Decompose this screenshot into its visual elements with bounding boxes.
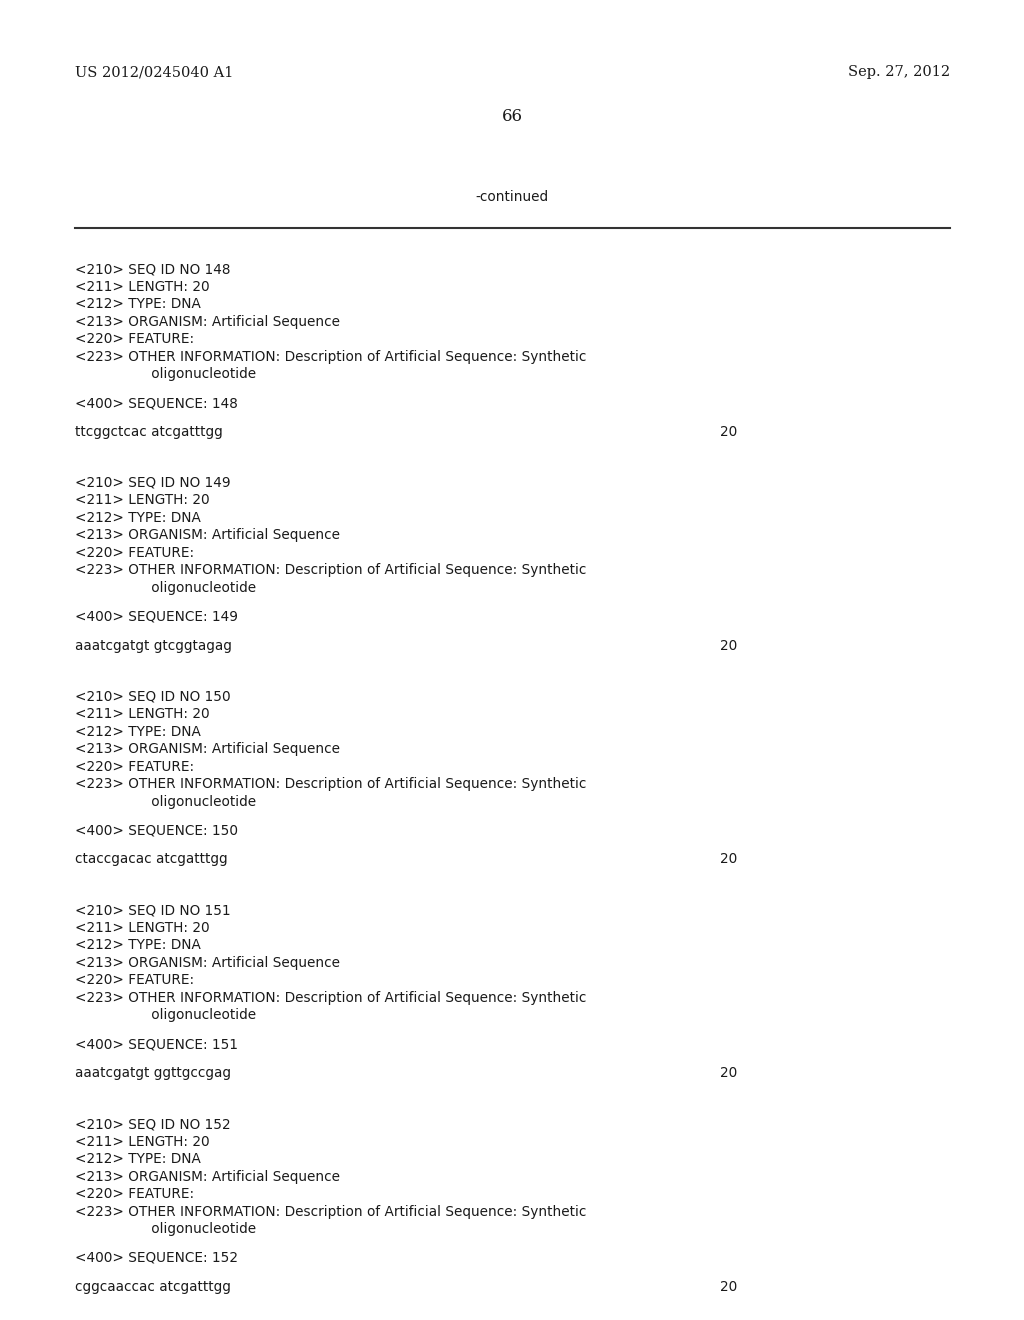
Text: <223> OTHER INFORMATION: Description of Artificial Sequence: Synthetic: <223> OTHER INFORMATION: Description of …	[75, 991, 587, 1005]
Text: 66: 66	[502, 108, 522, 125]
Text: aaatcgatgt gtcggtagag: aaatcgatgt gtcggtagag	[75, 639, 231, 652]
Text: <211> LENGTH: 20: <211> LENGTH: 20	[75, 708, 210, 721]
Text: <213> ORGANISM: Artificial Sequence: <213> ORGANISM: Artificial Sequence	[75, 956, 340, 970]
Text: <220> FEATURE:: <220> FEATURE:	[75, 759, 195, 774]
Text: Sep. 27, 2012: Sep. 27, 2012	[848, 65, 950, 79]
Text: oligonucleotide: oligonucleotide	[125, 581, 256, 595]
Text: <220> FEATURE:: <220> FEATURE:	[75, 1187, 195, 1201]
Text: 20: 20	[720, 853, 737, 866]
Text: <223> OTHER INFORMATION: Description of Artificial Sequence: Synthetic: <223> OTHER INFORMATION: Description of …	[75, 564, 587, 577]
Text: 20: 20	[720, 639, 737, 652]
Text: 20: 20	[720, 1067, 737, 1080]
Text: <400> SEQUENCE: 151: <400> SEQUENCE: 151	[75, 1038, 238, 1051]
Text: <400> SEQUENCE: 152: <400> SEQUENCE: 152	[75, 1251, 238, 1265]
Text: oligonucleotide: oligonucleotide	[125, 367, 256, 381]
Text: <400> SEQUENCE: 148: <400> SEQUENCE: 148	[75, 396, 238, 411]
Text: <213> ORGANISM: Artificial Sequence: <213> ORGANISM: Artificial Sequence	[75, 742, 340, 756]
Text: <212> TYPE: DNA: <212> TYPE: DNA	[75, 297, 201, 312]
Text: <223> OTHER INFORMATION: Description of Artificial Sequence: Synthetic: <223> OTHER INFORMATION: Description of …	[75, 350, 587, 364]
Text: <220> FEATURE:: <220> FEATURE:	[75, 973, 195, 987]
Text: <400> SEQUENCE: 149: <400> SEQUENCE: 149	[75, 610, 238, 624]
Text: <211> LENGTH: 20: <211> LENGTH: 20	[75, 494, 210, 507]
Text: <210> SEQ ID NO 149: <210> SEQ ID NO 149	[75, 477, 230, 490]
Text: <400> SEQUENCE: 150: <400> SEQUENCE: 150	[75, 824, 238, 837]
Text: US 2012/0245040 A1: US 2012/0245040 A1	[75, 65, 233, 79]
Text: <212> TYPE: DNA: <212> TYPE: DNA	[75, 725, 201, 739]
Text: <210> SEQ ID NO 151: <210> SEQ ID NO 151	[75, 903, 230, 917]
Text: <212> TYPE: DNA: <212> TYPE: DNA	[75, 511, 201, 525]
Text: cggcaaccac atcgatttgg: cggcaaccac atcgatttgg	[75, 1280, 230, 1294]
Text: <212> TYPE: DNA: <212> TYPE: DNA	[75, 939, 201, 952]
Text: <220> FEATURE:: <220> FEATURE:	[75, 333, 195, 346]
Text: <223> OTHER INFORMATION: Description of Artificial Sequence: Synthetic: <223> OTHER INFORMATION: Description of …	[75, 777, 587, 791]
Text: aaatcgatgt ggttgccgag: aaatcgatgt ggttgccgag	[75, 1067, 231, 1080]
Text: 20: 20	[720, 425, 737, 440]
Text: <213> ORGANISM: Artificial Sequence: <213> ORGANISM: Artificial Sequence	[75, 528, 340, 543]
Text: oligonucleotide: oligonucleotide	[125, 795, 256, 809]
Text: 20: 20	[720, 1280, 737, 1294]
Text: <211> LENGTH: 20: <211> LENGTH: 20	[75, 1134, 210, 1148]
Text: <211> LENGTH: 20: <211> LENGTH: 20	[75, 280, 210, 294]
Text: -continued: -continued	[475, 190, 549, 205]
Text: <212> TYPE: DNA: <212> TYPE: DNA	[75, 1152, 201, 1166]
Text: <220> FEATURE:: <220> FEATURE:	[75, 546, 195, 560]
Text: <210> SEQ ID NO 148: <210> SEQ ID NO 148	[75, 263, 230, 276]
Text: oligonucleotide: oligonucleotide	[125, 1008, 256, 1022]
Text: <213> ORGANISM: Artificial Sequence: <213> ORGANISM: Artificial Sequence	[75, 1170, 340, 1184]
Text: ttcggctcac atcgatttgg: ttcggctcac atcgatttgg	[75, 425, 223, 440]
Text: <213> ORGANISM: Artificial Sequence: <213> ORGANISM: Artificial Sequence	[75, 314, 340, 329]
Text: <211> LENGTH: 20: <211> LENGTH: 20	[75, 921, 210, 935]
Text: oligonucleotide: oligonucleotide	[125, 1222, 256, 1236]
Text: <210> SEQ ID NO 152: <210> SEQ ID NO 152	[75, 1117, 230, 1131]
Text: <223> OTHER INFORMATION: Description of Artificial Sequence: Synthetic: <223> OTHER INFORMATION: Description of …	[75, 1205, 587, 1218]
Text: ctaccgacac atcgatttgg: ctaccgacac atcgatttgg	[75, 853, 227, 866]
Text: <210> SEQ ID NO 150: <210> SEQ ID NO 150	[75, 689, 230, 704]
